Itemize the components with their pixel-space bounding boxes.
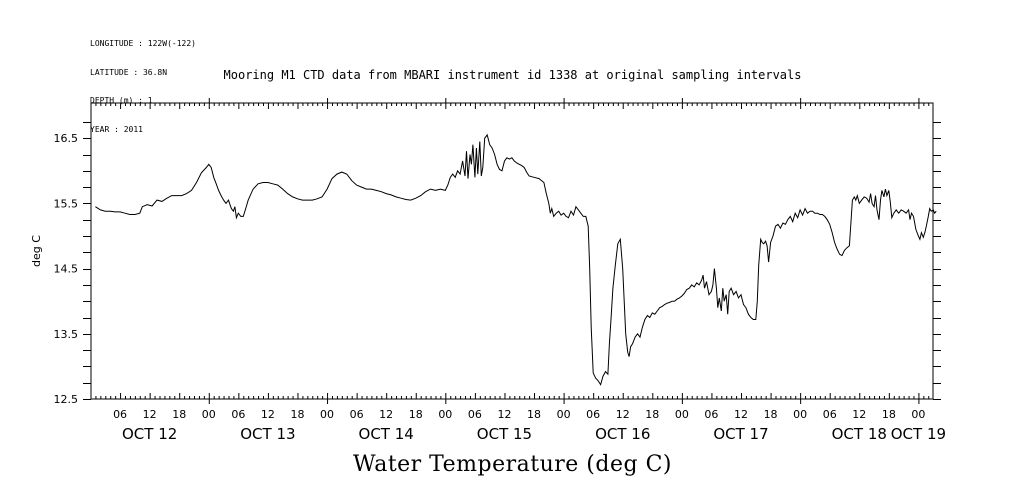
x-hour-label: 18 [409,408,423,421]
latitude-line: LATITUDE : 36.8N [90,67,168,77]
chart-title: Mooring M1 CTD data from MBARI instrumen… [0,68,1009,82]
x-hour-label: 06 [468,408,482,421]
x-hour-label: 12 [261,408,275,421]
x-date-label: OCT 13 [240,425,295,443]
x-hour-label: 06 [113,408,127,421]
x-hour-label: 00 [793,408,807,421]
x-hour-label: 00 [675,408,689,421]
x-hour-label: 00 [911,408,925,421]
x-date-label: OCT 17 [713,425,768,443]
x-hour-label: 00 [438,408,452,421]
x-hour-label: 00 [557,408,571,421]
x-date-label: OCT 19 [891,425,946,443]
x-hour-label: 18 [645,408,659,421]
x-hour-label: 18 [172,408,186,421]
y-tick-label: 13.5 [54,328,79,341]
x-hour-label: 06 [586,408,600,421]
x-hour-label: 06 [350,408,364,421]
x-hour-label: 12 [379,408,393,421]
plot-frame [90,102,934,400]
x-date-label: OCT 16 [595,425,650,443]
bottom-title: Water Temperature (deg C) [0,452,1009,477]
x-hour-label: 18 [882,408,896,421]
x-hour-label: 18 [290,408,304,421]
metadata-block: LONGITUDE : 122W(-122) LATITUDE : 36.8N … [90,20,196,144]
x-hour-label: 00 [202,408,216,421]
x-date-label: OCT 14 [359,425,414,443]
y-tick-label: 14.5 [54,263,79,276]
y-tick-label: 16.5 [54,132,79,145]
x-date-label: OCT 18 [832,425,887,443]
y-tick-label: 15.5 [54,197,79,210]
chart-title-text: Mooring M1 CTD data from MBARI instrumen… [223,68,802,82]
x-hour-label: 12 [734,408,748,421]
axis-ticks [83,98,941,404]
depth-line: DEPTH (m) : 1 [90,96,153,105]
x-hour-label: 00 [320,408,334,421]
x-hour-label: 18 [764,408,778,421]
x-hour-label: 12 [616,408,630,421]
bottom-title-text: Water Temperature (deg C) [353,452,672,477]
x-date-label: OCT 15 [477,425,532,443]
y-tick-label: 12.5 [54,393,79,406]
x-hour-label: 06 [704,408,718,421]
longitude-line: LONGITUDE : 122W(-122) [90,39,196,48]
x-hour-label: 12 [143,408,157,421]
x-hour-label: 12 [852,408,866,421]
x-hour-label: 12 [497,408,511,421]
x-hour-label: 06 [231,408,245,421]
x-hour-label: 18 [527,408,541,421]
x-date-label: OCT 12 [122,425,177,443]
x-hour-label: 06 [823,408,837,421]
axis-labels: 12.5 13.5 14.5 15.5 16.5 06 12 18 00 06 12 18 00 06 12… [54,132,947,443]
year-line: YEAR : 2011 [90,124,143,134]
temperature-series-line [95,133,937,386]
y-axis-label: deg C [30,235,43,267]
